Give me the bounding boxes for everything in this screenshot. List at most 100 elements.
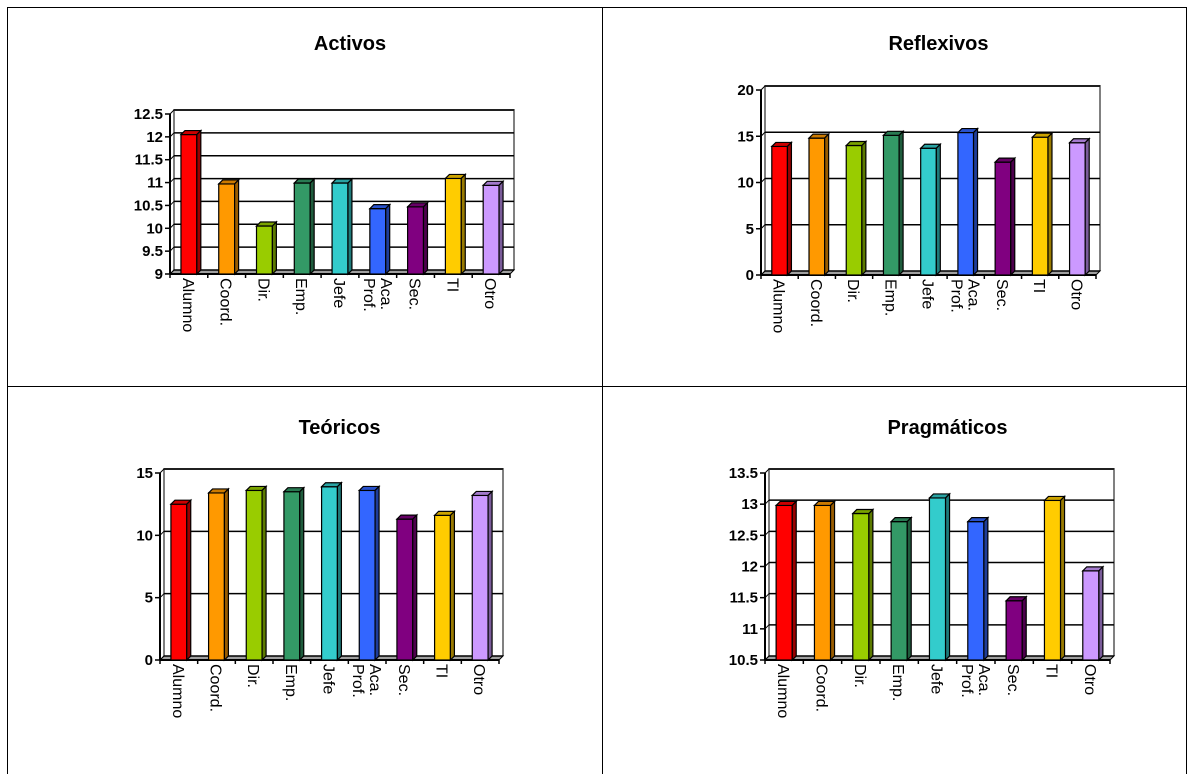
chart-title: Activos [314,33,386,55]
table-border-left [7,7,8,774]
bar [443,173,467,276]
bar [244,485,268,662]
bar [851,508,875,662]
chart-title: Pragmáticos [887,417,1007,439]
y-tick-label: 12 [146,129,163,146]
x-tick-label: Otro [481,278,498,309]
y-tick-label: 10.5 [729,652,758,669]
x-tick-label: Jefe [919,279,936,309]
bar [217,178,241,276]
bar [179,129,203,276]
x-tick-label: TI [443,278,460,292]
x-tick-label: Coord. [217,278,234,326]
bar [169,498,193,662]
x-tick-label: Prof.Aca. [360,278,394,312]
chart-svg: Teóricos 0 5 10 15 Alumno Coord. Dir. Emp. Jefe Pr… [136,417,505,718]
x-tick-label: Prof.Aca. [958,664,992,698]
x-tick-label: Alumno [169,664,186,718]
x-tick-label: TI [433,664,450,678]
x-tick-label: Otro [470,664,487,695]
x-tick-label: Prof.Aca. [948,279,982,313]
gridline-depth [169,109,175,115]
x-tick-label: Sec. [406,278,423,310]
x-tick-label: Otro [1067,279,1084,310]
bar [882,129,905,277]
x-tick-label: Otro [1081,664,1098,695]
x-tick-label: Emp. [282,664,299,701]
x-tick-label: Dir. [844,279,861,303]
y-tick-label: 20 [737,82,754,99]
y-tick-label: 12.5 [134,106,163,123]
chart-title: Reflexivos [888,33,988,55]
x-tick-label: Sec. [1004,664,1021,696]
table-border-top [7,7,1187,8]
x-tick-label: Dir. [254,278,271,302]
y-tick-label: 9 [155,266,163,283]
y-tick-label: 15 [136,465,153,482]
x-tick-label: Coord. [813,664,830,712]
x-tick-label: Sec. [395,664,412,696]
bar [481,179,505,276]
bar [956,127,979,277]
y-tick-label: 11 [742,621,758,638]
bar [1030,131,1054,277]
x-tick-label: Jefe [330,278,347,308]
bar [406,201,429,276]
bar [470,489,494,662]
y-tick-label: 13 [741,496,758,513]
y-tick-label: 11 [147,175,163,192]
y-tick-label: 0 [746,267,754,284]
x-tick-label: Jefe [928,664,945,694]
bar [928,492,951,662]
bar [395,513,419,662]
bar [889,516,913,662]
x-tick-label: Dir. [851,664,868,688]
bar [207,487,230,662]
chart-svg: Activos 9 9.5 10 10.5 11 11.5 12 12.5 Alumno Coord… [134,33,516,332]
bar [255,220,278,276]
bar [1081,565,1105,662]
bar [1068,137,1091,277]
bar [774,499,798,662]
x-tick-label: Emp. [292,278,309,315]
chart-reflexivos: Reflexivos 0 5 10 15 20 Alumno Coord. Dir. Emp. Je… [603,8,1186,386]
chart-pragmaticos: Pragmáticos 10.5 11 11.5 12 12.5 13 13.5 Alumno C… [603,387,1186,774]
bar [966,516,990,662]
y-tick-label: 12 [741,559,758,576]
x-tick-label: Alumno [774,664,791,718]
bar [330,177,354,276]
bar [1043,494,1066,662]
y-tick-label: 13.5 [729,465,758,482]
x-tick-label: TI [1030,279,1047,293]
gridline-depth [159,468,165,474]
y-tick-label: 15 [737,128,754,145]
x-tick-label: Alumno [770,279,787,333]
gridline-depth [764,468,770,474]
chart-title: Teóricos [299,417,381,439]
bar [813,499,836,662]
bar [357,485,381,662]
bar [993,156,1017,277]
y-tick-label: 10 [146,220,163,237]
bar [807,132,831,277]
x-tick-label: Sec. [993,279,1010,311]
y-tick-label: 10 [136,527,153,544]
table-border-middle-horizontal [7,386,1187,387]
chart-svg: Pragmáticos 10.5 11 11.5 12 12.5 13 13.5 Alumno C… [729,417,1116,718]
x-tick-label: TI [1043,664,1060,678]
y-tick-label: 11.5 [135,152,163,169]
bar [320,481,343,662]
table-border-middle-vertical [602,7,603,774]
bar [368,203,392,276]
chart-activos: Activos 9 9.5 10 10.5 11 11.5 12 12.5 Alumno Coord… [8,8,602,386]
y-tick-label: 5 [145,590,153,607]
x-tick-label: Jefe [320,664,337,694]
bar [844,140,868,277]
y-tick-label: 9.5 [142,243,163,260]
chart-svg: Reflexivos 0 5 10 15 20 Alumno Coord. Dir. Emp. Je… [737,33,1102,333]
table-border-right [1186,7,1187,774]
x-tick-label: Dir. [244,664,261,688]
y-tick-label: 10 [737,175,754,192]
y-tick-label: 0 [145,652,153,669]
